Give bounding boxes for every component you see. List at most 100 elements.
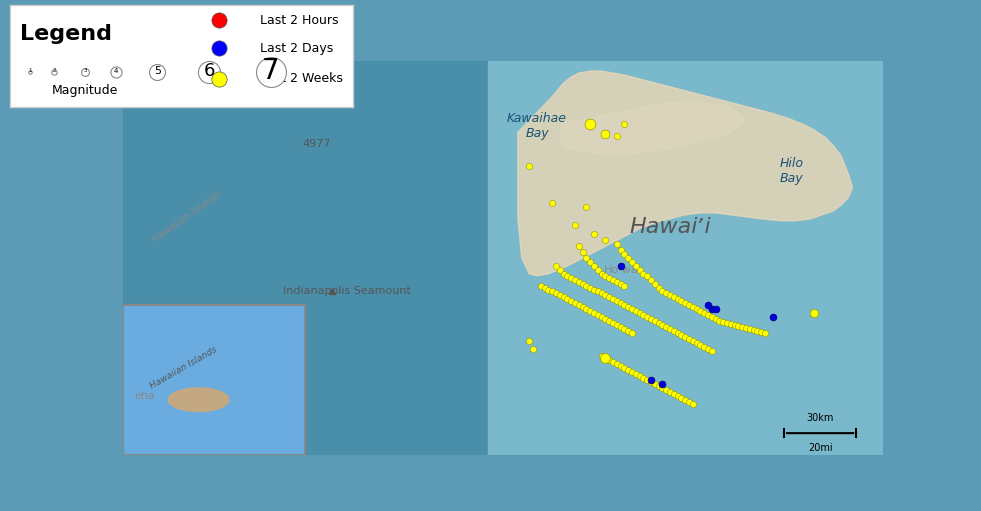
Text: 2: 2 xyxy=(53,68,56,73)
Point xyxy=(806,309,822,317)
Point xyxy=(587,230,602,239)
Point xyxy=(552,266,568,274)
Point xyxy=(753,328,769,336)
Text: Last 2 Days: Last 2 Days xyxy=(261,41,334,55)
Point xyxy=(685,303,700,311)
Point xyxy=(765,313,781,321)
Point xyxy=(674,297,690,306)
Point xyxy=(693,307,708,315)
Point xyxy=(587,286,602,294)
Point xyxy=(640,313,655,321)
Text: eha: eha xyxy=(134,391,155,401)
Point xyxy=(677,396,693,404)
Point xyxy=(601,317,617,325)
Point xyxy=(109,67,124,76)
Point xyxy=(666,390,682,398)
Point xyxy=(628,307,644,315)
Text: Magnitude: Magnitude xyxy=(52,84,119,97)
Point xyxy=(567,221,583,229)
Point xyxy=(697,309,712,317)
Text: Last 2 Hours: Last 2 Hours xyxy=(261,14,339,27)
Point xyxy=(597,354,613,362)
Point xyxy=(563,273,579,282)
Point xyxy=(533,282,548,290)
Point xyxy=(620,327,636,335)
Point xyxy=(620,366,636,374)
Point xyxy=(719,319,735,327)
Point xyxy=(583,120,598,128)
Point xyxy=(806,309,822,317)
Point xyxy=(579,203,594,211)
Point xyxy=(544,199,560,207)
Point xyxy=(583,120,598,128)
Point xyxy=(605,295,621,304)
Point xyxy=(666,327,682,335)
Text: 1: 1 xyxy=(28,68,32,73)
Point xyxy=(650,284,666,292)
Point xyxy=(731,321,747,330)
Point xyxy=(594,289,609,297)
Point xyxy=(571,277,587,286)
Text: 30km: 30km xyxy=(806,413,834,423)
Point xyxy=(601,293,617,301)
Point xyxy=(563,297,579,306)
Point xyxy=(727,321,743,329)
Point xyxy=(662,388,678,396)
Point xyxy=(583,258,598,266)
Point xyxy=(681,335,697,343)
Point xyxy=(609,277,625,286)
Text: 20mi: 20mi xyxy=(808,443,833,453)
Point xyxy=(77,67,93,76)
Point xyxy=(647,317,663,325)
Point xyxy=(587,309,602,317)
Point xyxy=(632,266,647,274)
Point xyxy=(749,327,765,335)
Point xyxy=(590,287,605,295)
Text: Legend: Legend xyxy=(20,24,112,43)
Point xyxy=(552,291,568,299)
Ellipse shape xyxy=(169,388,230,411)
Point xyxy=(617,250,633,258)
Point xyxy=(526,344,542,353)
Point xyxy=(590,266,605,274)
Point xyxy=(594,270,609,278)
Point xyxy=(624,329,640,337)
Point xyxy=(609,321,625,329)
Point xyxy=(738,324,753,332)
Text: Hoʻwali: Hoʻwali xyxy=(604,265,645,275)
Point xyxy=(609,360,625,368)
Point xyxy=(658,323,674,331)
Point xyxy=(654,321,670,329)
Point xyxy=(601,356,617,364)
Point xyxy=(571,242,587,250)
Text: 7: 7 xyxy=(262,57,280,84)
Point xyxy=(644,378,659,386)
Point xyxy=(650,319,666,327)
Point xyxy=(704,346,720,355)
Point xyxy=(149,67,165,76)
Point xyxy=(548,289,564,297)
Point xyxy=(640,272,655,280)
Point xyxy=(628,370,644,378)
Point xyxy=(597,130,613,138)
Point xyxy=(693,340,708,349)
Point xyxy=(605,319,621,327)
Point xyxy=(609,132,625,140)
Point xyxy=(681,398,697,406)
Point xyxy=(704,313,720,321)
Point xyxy=(654,380,670,388)
Point xyxy=(597,291,613,299)
Point xyxy=(644,315,659,323)
Point xyxy=(47,67,63,76)
Point xyxy=(575,303,591,311)
Point xyxy=(609,297,625,306)
Point xyxy=(594,313,609,321)
Point xyxy=(689,339,704,347)
Text: Indianapolis Seamount: Indianapolis Seamount xyxy=(283,287,411,296)
Point xyxy=(555,293,571,301)
Point xyxy=(601,273,617,282)
Point xyxy=(700,311,716,319)
Point xyxy=(522,161,538,170)
Text: Hawaiian Islands: Hawaiian Islands xyxy=(151,189,224,244)
Point xyxy=(670,295,686,304)
